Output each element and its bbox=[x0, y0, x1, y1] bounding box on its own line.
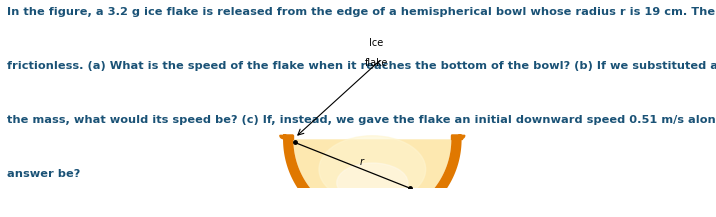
Polygon shape bbox=[451, 135, 465, 138]
Polygon shape bbox=[283, 139, 462, 217]
Text: the mass, what would its speed be? (c) If, instead, we gave the flake an initial: the mass, what would its speed be? (c) I… bbox=[7, 115, 716, 125]
Ellipse shape bbox=[319, 136, 425, 203]
Polygon shape bbox=[280, 135, 294, 138]
Ellipse shape bbox=[337, 163, 408, 202]
Polygon shape bbox=[283, 135, 294, 139]
Polygon shape bbox=[294, 139, 451, 217]
Polygon shape bbox=[451, 135, 462, 139]
Text: frictionless. (a) What is the speed of the flake when it reaches the bottom of t: frictionless. (a) What is the speed of t… bbox=[7, 61, 716, 71]
Text: In the figure, a 3.2 g ice flake is released from the edge of a hemispherical bo: In the figure, a 3.2 g ice flake is rele… bbox=[7, 7, 716, 16]
Text: r: r bbox=[360, 157, 364, 167]
Text: answer be?: answer be? bbox=[7, 169, 80, 179]
Text: flake: flake bbox=[364, 58, 388, 68]
Text: Ice: Ice bbox=[369, 38, 383, 48]
